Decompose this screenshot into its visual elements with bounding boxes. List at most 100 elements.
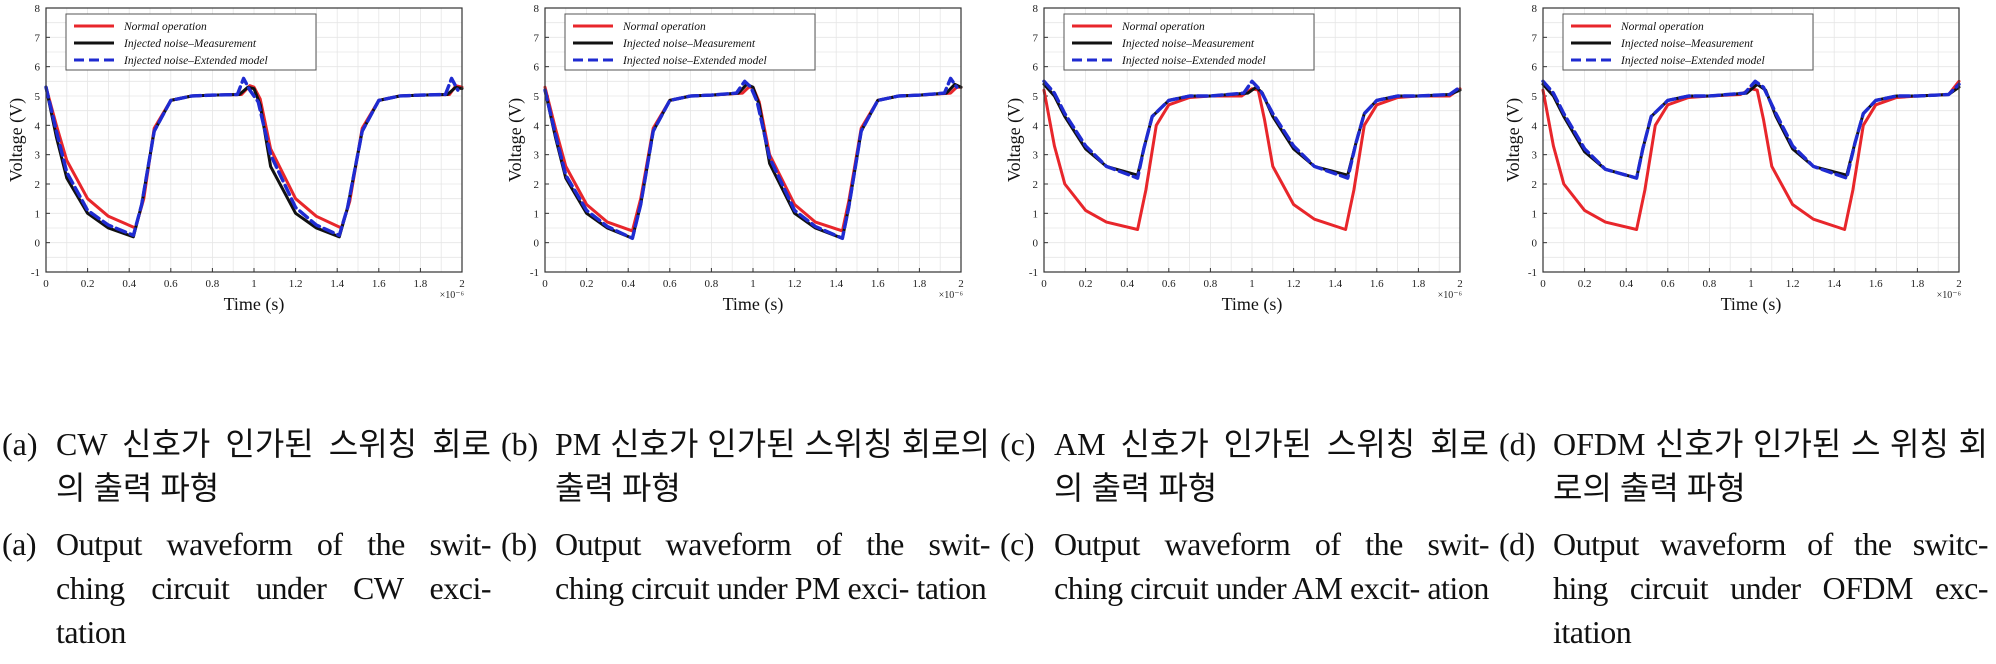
x-tick-label: 1.6 [1869, 278, 1883, 290]
caption-en-text: Output waveform of the switc- hing circu… [1553, 526, 1989, 650]
legend-label: Injected noise–Measurement [622, 38, 756, 50]
x-tick-label: 1 [1748, 278, 1754, 290]
x-tick-label: 1.6 [871, 278, 885, 290]
legend-label: Injected noise–Measurement [1620, 38, 1754, 50]
x-tick-label: 1 [1249, 278, 1255, 290]
y-tick-label: 0 [35, 238, 41, 250]
x-tick-label: 0.2 [1079, 278, 1093, 290]
panel-b: 0 0.2 0.4 0.6 0.8 1 1.2 1.4 1.6 1.8 2 -1 0 1 2 3 4 5 6 7 8 No… [499, 0, 998, 664]
x-tick-label: 1.4 [330, 278, 344, 290]
x-tick-label: 1.2 [1786, 278, 1800, 290]
caption-kr-text: CW 신호가 인가된 스위칭 회로의 출력 파형 [56, 426, 491, 506]
y-tick-label: 3 [534, 150, 540, 162]
y-axis-label: Voltage (V) [1503, 98, 1524, 182]
x-tick-label: 0.8 [1204, 278, 1218, 290]
caption-kr-label: (c) [1000, 426, 1036, 462]
legend-label: Normal operation [1121, 21, 1205, 33]
x-tick-label: 1 [750, 278, 756, 290]
x-tick-label: 1 [251, 278, 257, 290]
x-tick-label: 0.2 [1578, 278, 1592, 290]
series-line-model [44, 76, 460, 238]
y-tick-label: 7 [35, 32, 41, 44]
caption-en-label: (d) [1499, 526, 1535, 562]
y-tick-label: 3 [1033, 150, 1039, 162]
x-tick-label: 1.2 [1287, 278, 1301, 290]
x-tick-label: 0.8 [206, 278, 220, 290]
legend: Normal operation Injected noise–Measureme… [1562, 13, 1814, 71]
caption-kr-text: AM 신호가 인가된 스위칭 회로의 출력 파형 [1054, 426, 1489, 506]
plot-frame [1542, 7, 1960, 273]
caption-en-d: (d) Output waveform of the switc- hing c… [1497, 522, 1996, 662]
legend: Normal operation Injected noise–Measureme… [1063, 13, 1315, 71]
legend-label: Normal operation [123, 21, 207, 33]
y-tick-label: 1 [534, 208, 540, 220]
y-tick-label: 6 [534, 62, 540, 74]
caption-kr-text: PM 신호가 인가된 스위칭 회로의 출력 파형 [555, 426, 990, 506]
y-tick-label: 5 [35, 91, 41, 103]
x-tick-label: 1.6 [1370, 278, 1384, 290]
y-tick-label: 4 [1532, 120, 1538, 132]
x-tick-label: 0.6 [1162, 278, 1176, 290]
caption-kr-a: (a) CW 신호가 인가된 스위칭 회로의 출력 파형 [0, 422, 499, 514]
chart-a: 0 0.2 0.4 0.6 0.8 1 1.2 1.4 1.6 1.8 2-1012345678No… [6, 3, 465, 315]
y-tick-label: 3 [1532, 150, 1538, 162]
x-tick-label: 1.2 [788, 278, 802, 290]
y-tick-label: 4 [534, 120, 540, 132]
x-tick-label: 1.8 [414, 278, 428, 290]
caption-en-label: (a) [2, 526, 37, 562]
x-axis-label: Time (s) [1222, 294, 1283, 315]
chart-c: 0 0.2 0.4 0.6 0.8 1 1.2 1.4 1.6 1.8 2-1012345678No… [1004, 3, 1463, 315]
y-tick-label: 8 [1033, 3, 1039, 15]
y-tick-label: 4 [1033, 120, 1039, 132]
y-tick-label: 6 [1532, 62, 1538, 74]
legend-label: Injected noise–Measurement [1121, 38, 1255, 50]
y-tick-label: 0 [1532, 238, 1538, 250]
y-tick-label: 5 [534, 91, 540, 103]
x-tick-label: 0.4 [621, 278, 635, 290]
x-tick-label: 2 [1956, 278, 1962, 290]
x-tick-label: 2 [459, 278, 465, 290]
y-tick-label: 2 [35, 179, 41, 191]
y-axis-label: Voltage (V) [6, 98, 27, 182]
series-line-normal [1541, 79, 1961, 231]
x-tick-label: 0.4 [122, 278, 136, 290]
caption-en-b: (b) Output waveform of the swit- ching c… [499, 522, 998, 662]
x-tick-label: 0 [43, 278, 49, 290]
caption-en-c: (c) Output waveform of the swit- ching c… [998, 522, 1497, 662]
y-tick-label: 4 [35, 120, 41, 132]
caption-kr-b: (b) PM 신호가 인가된 스위칭 회로의 출력 파형 [499, 422, 998, 514]
caption-kr-d: (d) OFDM 신호가 인가된 스 위칭 회로의 출력 파형 [1497, 422, 1996, 514]
x-tick-label: 0.4 [1619, 278, 1633, 290]
y-tick-label: 2 [1532, 179, 1538, 191]
x-tick-label: 1.4 [1328, 278, 1342, 290]
y-tick-label: -1 [530, 267, 539, 279]
caption-kr-text: OFDM 신호가 인가된 스 위칭 회로의 출력 파형 [1553, 426, 1988, 506]
x-tick-label: 0.6 [164, 278, 178, 290]
caption-en-label: (b) [501, 526, 537, 562]
x-tick-label: 0.2 [580, 278, 594, 290]
caption-en-text: Output waveform of the swit- ching circu… [555, 526, 991, 606]
panel-c: 0 0.2 0.4 0.6 0.8 1 1.2 1.4 1.6 1.8 2 -1 0 1 2 3 4 5 6 7 8 No… [998, 0, 1497, 664]
x-tick-label: 2 [958, 278, 964, 290]
y-axis-label: Voltage (V) [505, 98, 526, 182]
caption-en-text: Output waveform of the swit- ching circu… [56, 526, 492, 650]
legend: Normal operation Injected noise–Measureme… [65, 13, 317, 71]
caption-en-label: (c) [1000, 526, 1035, 562]
plot-frame [45, 7, 463, 273]
legend-label: Normal operation [622, 21, 706, 33]
y-tick-label: 5 [1033, 91, 1039, 103]
x-tick-label: 0.6 [1661, 278, 1675, 290]
x-tick-label: 2 [1457, 278, 1463, 290]
chart-b: 0 0.2 0.4 0.6 0.8 1 1.2 1.4 1.6 1.8 2-1012345678No… [505, 3, 964, 315]
y-tick-label: 1 [1033, 208, 1039, 220]
x-axis-label: Time (s) [224, 294, 285, 315]
x-tick-label: 1.8 [1911, 278, 1925, 290]
x-tick-label: 1.2 [289, 278, 303, 290]
legend-label: Injected noise–Measurement [123, 38, 257, 50]
legend-label: Normal operation [1620, 21, 1704, 33]
x-tick-label: 0 [1041, 278, 1047, 290]
legend-label: Injected noise–Extended model [622, 55, 767, 67]
y-tick-label: 7 [1532, 32, 1538, 44]
x-tick-label: 0.2 [81, 278, 95, 290]
x-axis-multiplier: ×10⁻⁶ [1937, 290, 1962, 301]
